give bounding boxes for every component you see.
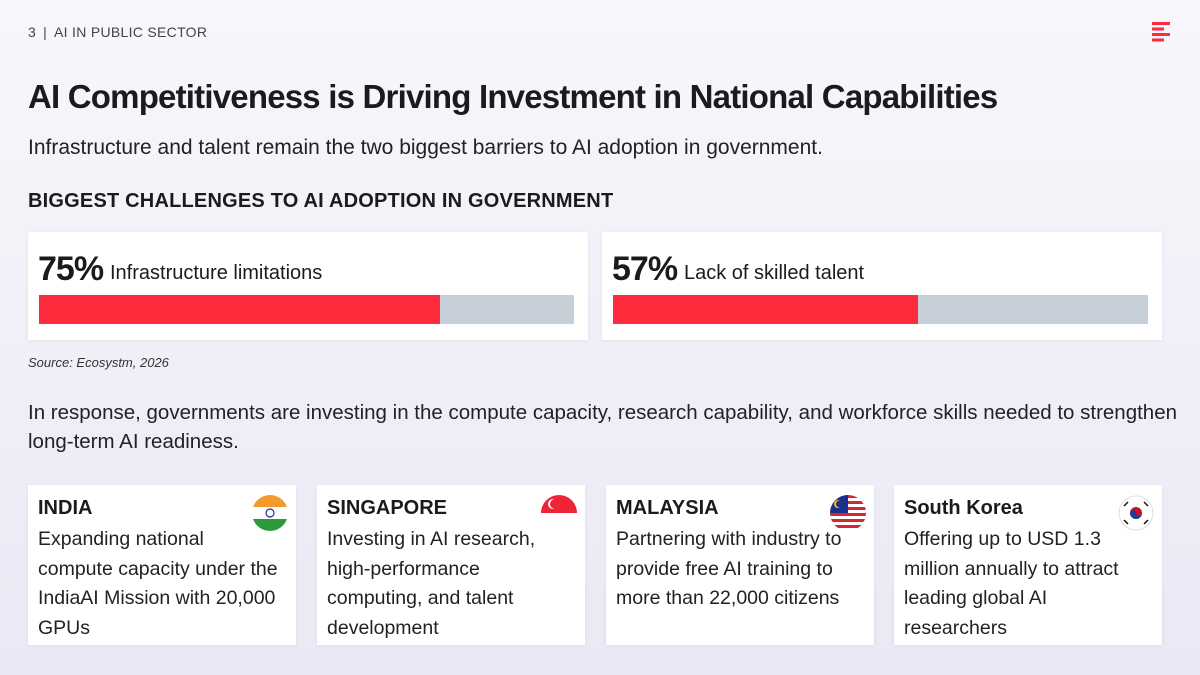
subtitle: Infrastructure and talent remain the two… [28,136,823,159]
section-label: AI IN PUBLIC SECTOR [54,24,208,40]
country-card: MALAYSIA Partnering with industry to prov… [606,485,874,645]
source: Source: Ecosystm, 2026 [28,355,169,370]
title: AI Competitiveness is Driving Investment… [28,78,998,115]
country-name: INDIA [38,497,93,519]
paragraph: In response, governments are investing i… [28,401,1178,453]
stat-card: 57% Lack of skilled talent [602,232,1162,340]
stat-label: Infrastructure limitations [110,262,323,284]
bar-track [39,295,574,324]
bar [39,295,441,324]
bar [613,295,918,324]
stat-value: 75% [38,250,104,288]
page-number: 3 [28,24,37,40]
flag-icon [830,495,866,531]
flag-icon [541,495,577,531]
flag-icon [1118,495,1154,531]
stat-label: Lack of skilled talent [684,262,865,284]
logo [1152,22,1170,42]
country-description: Investing in AI research, high-performan… [327,528,536,639]
country-description: Partnering with industry to provide free… [616,528,842,609]
bar-track [613,295,1148,324]
country-name: SINGAPORE [327,497,448,519]
flag-icon [252,495,288,531]
stat-value: 57% [612,250,678,288]
header: 3 | AI IN PUBLIC SECTOR [28,24,208,40]
country-card: SINGAPORE Investing in AI research, high-… [317,485,585,645]
country-card: INDIA Expanding national compute capacity… [28,485,296,645]
section-heading: BIGGEST CHALLENGES TO AI ADOPTION IN GOV… [28,190,614,212]
country-card: South Korea Offering up to USD 1.3 millio… [894,485,1162,645]
country-name: South Korea [904,497,1023,519]
country-description: Offering up to USD 1.3 million annually … [904,528,1119,639]
country-name: MALAYSIA [616,497,719,519]
stat-card: 75% Infrastructure limitations [28,232,588,340]
country-description: Expanding national compute capacity unde… [38,528,278,639]
